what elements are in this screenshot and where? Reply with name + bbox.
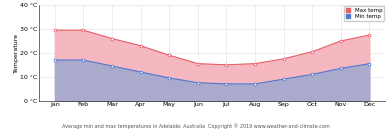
Legend: Max temp, Min temp: Max temp, Min temp: [344, 6, 384, 21]
Text: Average min and max temperatures in Adelaide, Australia  Copyright © 2019 www.we: Average min and max temperatures in Adel…: [62, 123, 329, 129]
Y-axis label: Temperature: Temperature: [14, 33, 19, 73]
